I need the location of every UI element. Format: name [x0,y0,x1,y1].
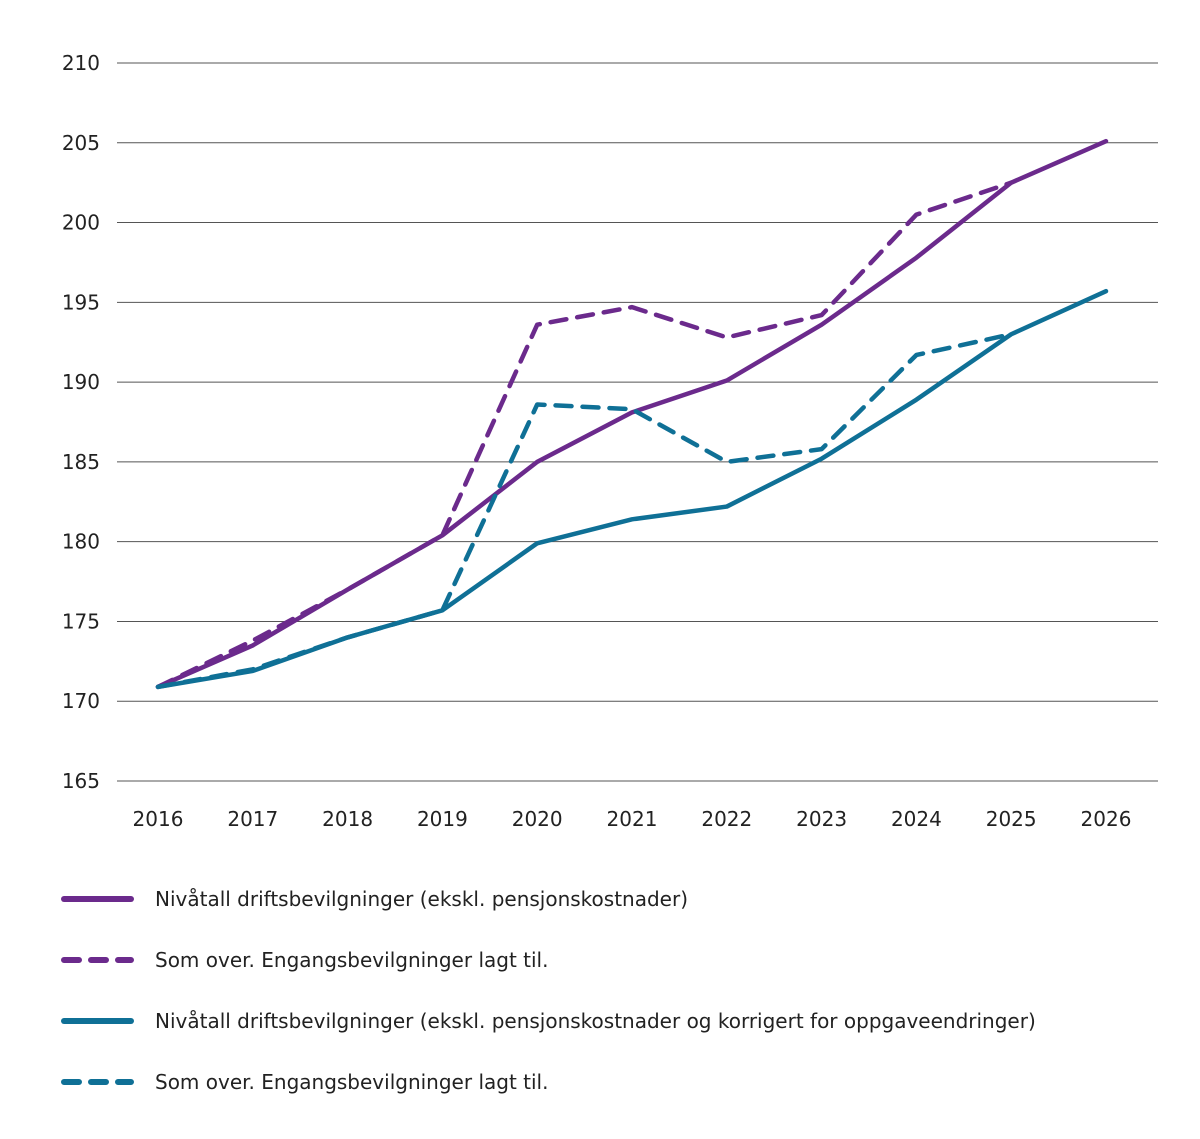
x-tick-label: 2019 [417,807,468,831]
y-tick-label: 185 [62,450,100,474]
legend-label: Som over. Engangsbevilgninger lagt til. [155,1069,549,1094]
x-tick-label: 2025 [986,807,1037,831]
plot-area: 165 170 175 180 185 190 195 200 205 210 2016 2017 20… [62,51,1158,831]
legend-swatch [61,1017,134,1024]
series-line-2 [155,288,1109,690]
y-tick-label: 200 [62,211,100,235]
y-tick-label: 175 [62,609,100,633]
x-tick-label: 2020 [512,807,563,831]
x-tick-label: 2023 [796,807,847,831]
x-tick-label: 2017 [227,807,278,831]
x-tick-label: 2026 [1081,807,1132,831]
legend-label: Nivåtall driftsbevilgninger (ekskl. pens… [155,886,689,911]
x-tick-label: 2018 [322,807,373,831]
legend-swatch [61,1078,134,1085]
y-tick-label: 180 [62,530,100,554]
legend-item: Som over. Engangsbevilgninger lagt til. [60,1051,1036,1112]
legend-item: Som over. Engangsbevilgninger lagt til. [60,929,1036,990]
legend-label: Nivåtall driftsbevilgninger (ekskl. pens… [155,1008,1036,1033]
series-line-3 [155,331,1014,690]
y-tick-label: 165 [62,769,100,793]
x-tick-label: 2024 [891,807,942,831]
legend-item: Nivåtall driftsbevilgninger (ekskl. pens… [60,868,1036,929]
legend-swatch [61,956,134,963]
series-line-1 [155,180,1014,690]
y-tick-label: 205 [62,131,100,155]
x-tick-label: 2021 [607,807,658,831]
x-tick-label: 2016 [133,807,184,831]
y-tick-label: 210 [62,51,100,75]
y-tick-label: 195 [62,290,100,314]
y-tick-label: 190 [62,370,100,394]
legend: Nivåtall driftsbevilgninger (ekskl. pens… [60,868,1036,1112]
legend-swatch [61,895,134,902]
legend-item: Nivåtall driftsbevilgninger (ekskl. pens… [60,990,1036,1051]
x-tick-label: 2022 [701,807,752,831]
y-tick-label: 170 [62,689,100,713]
legend-label: Som over. Engangsbevilgninger lagt til. [155,947,549,972]
